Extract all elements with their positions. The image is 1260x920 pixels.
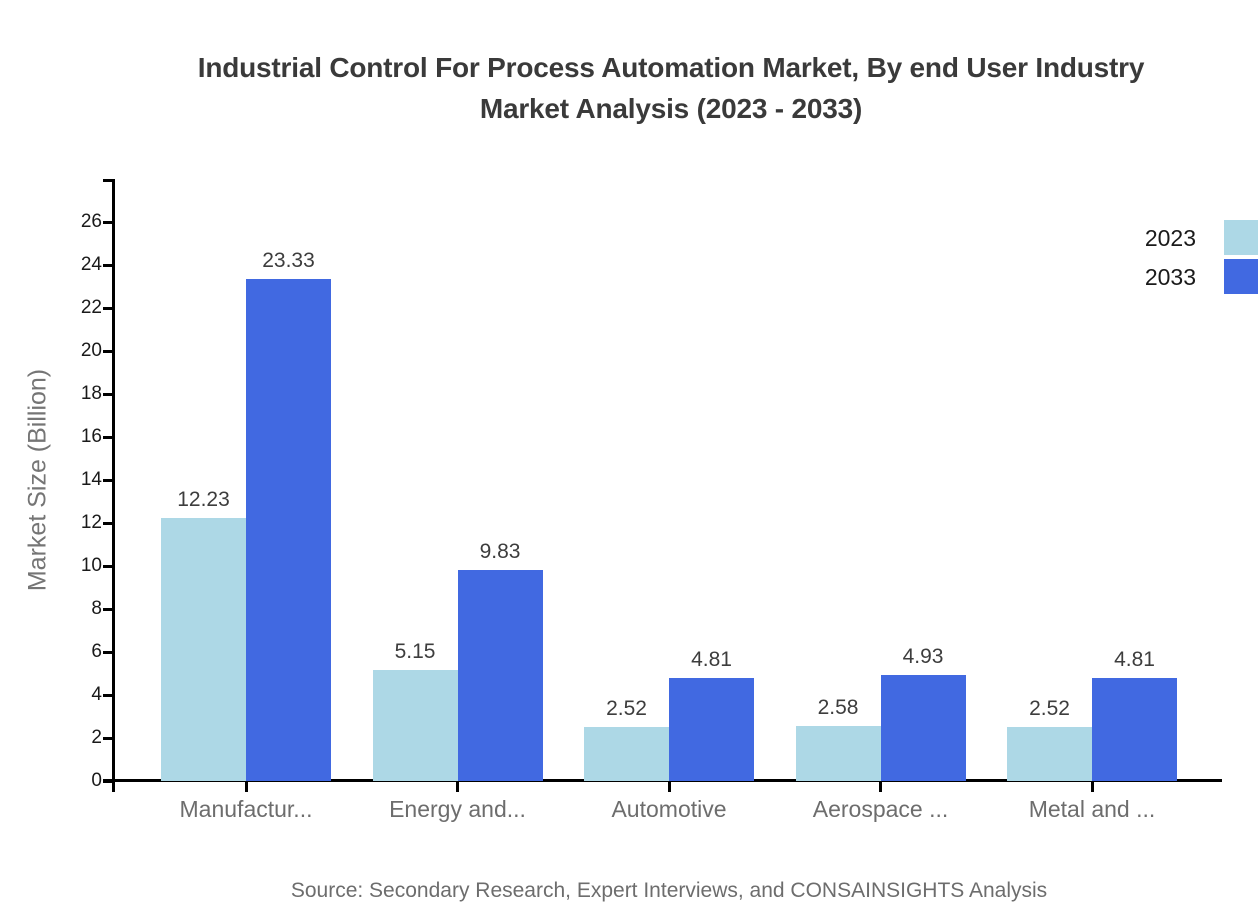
legend-swatch-2033 xyxy=(1224,259,1258,294)
x-category-label: Metal and ... xyxy=(1028,796,1156,822)
y-axis-top-cap-tick xyxy=(103,179,115,182)
y-tick-label: 14 xyxy=(80,469,102,490)
x-tick xyxy=(879,781,882,792)
y-tick-label: 0 xyxy=(91,770,102,791)
y-tick xyxy=(103,263,112,267)
y-tick-label: 24 xyxy=(80,254,102,275)
y-tick-label: 12 xyxy=(80,512,102,533)
value-label: 5.15 xyxy=(394,640,436,664)
bar-2033 xyxy=(669,677,754,781)
x-tick xyxy=(1090,781,1094,792)
x-category-label: Aerospace ... xyxy=(812,796,949,822)
y-tick-label: 6 xyxy=(91,641,102,662)
x-category-label: Energy and... xyxy=(389,796,526,822)
value-label: 2.52 xyxy=(606,696,647,720)
legend-label-2023: 2023 xyxy=(1144,225,1196,251)
legend-label-2033: 2033 xyxy=(1144,264,1196,290)
bar-2023 xyxy=(795,725,881,781)
bar-2023 xyxy=(1007,726,1092,781)
value-label: 4.81 xyxy=(691,647,732,671)
y-tick-label: 8 xyxy=(91,598,102,619)
chart-title-line-2: Market Analysis (2023 - 2033) xyxy=(479,93,863,124)
x-tick xyxy=(456,781,459,792)
y-tick-label: 2 xyxy=(91,727,102,748)
y-tick xyxy=(103,392,112,396)
bar-2033 xyxy=(246,279,331,781)
y-tick-label: 20 xyxy=(80,340,102,361)
y-tick xyxy=(103,650,112,654)
bar-2033 xyxy=(1092,677,1177,781)
y-tick-label: 10 xyxy=(80,555,102,576)
legend-swatch-2023 xyxy=(1224,220,1258,255)
y-tick xyxy=(103,564,112,568)
y-tick xyxy=(103,779,112,783)
bar-2033 xyxy=(880,675,966,781)
y-tick xyxy=(103,349,112,353)
value-label: 4.81 xyxy=(1114,647,1155,671)
y-tick xyxy=(103,693,112,697)
value-label: 12.23 xyxy=(177,488,230,512)
y-tick xyxy=(103,607,112,611)
y-tick xyxy=(103,435,112,439)
value-label: 2.58 xyxy=(817,695,859,719)
y-tick-label: 22 xyxy=(80,297,102,318)
bar-2023 xyxy=(161,518,246,781)
y-tick-label: 26 xyxy=(80,211,102,232)
y-axis-line xyxy=(112,179,115,792)
bar-2023 xyxy=(372,670,458,781)
y-tick-label: 16 xyxy=(80,426,102,447)
y-tick xyxy=(103,220,112,224)
y-tick-label: 4 xyxy=(91,684,102,705)
bar-2023 xyxy=(584,726,669,781)
y-tick xyxy=(103,478,112,482)
x-category-label: Automotive xyxy=(611,796,727,822)
chart-title-line-1: Industrial Control For Process Automatio… xyxy=(197,52,1145,83)
bar-2033 xyxy=(457,569,543,781)
y-tick-label: 18 xyxy=(80,383,102,404)
y-tick xyxy=(103,736,112,740)
value-label: 2.52 xyxy=(1029,696,1070,720)
value-label: 4.93 xyxy=(902,645,944,668)
y-tick xyxy=(103,306,112,310)
value-label: 9.83 xyxy=(479,539,521,563)
x-tick xyxy=(244,781,248,792)
source-note: Source: Secondary Research, Expert Inter… xyxy=(290,879,1048,902)
y-tick xyxy=(103,521,112,525)
x-tick xyxy=(667,781,671,792)
value-label: 23.33 xyxy=(262,249,315,273)
x-category-label: Manufactur... xyxy=(179,796,313,822)
